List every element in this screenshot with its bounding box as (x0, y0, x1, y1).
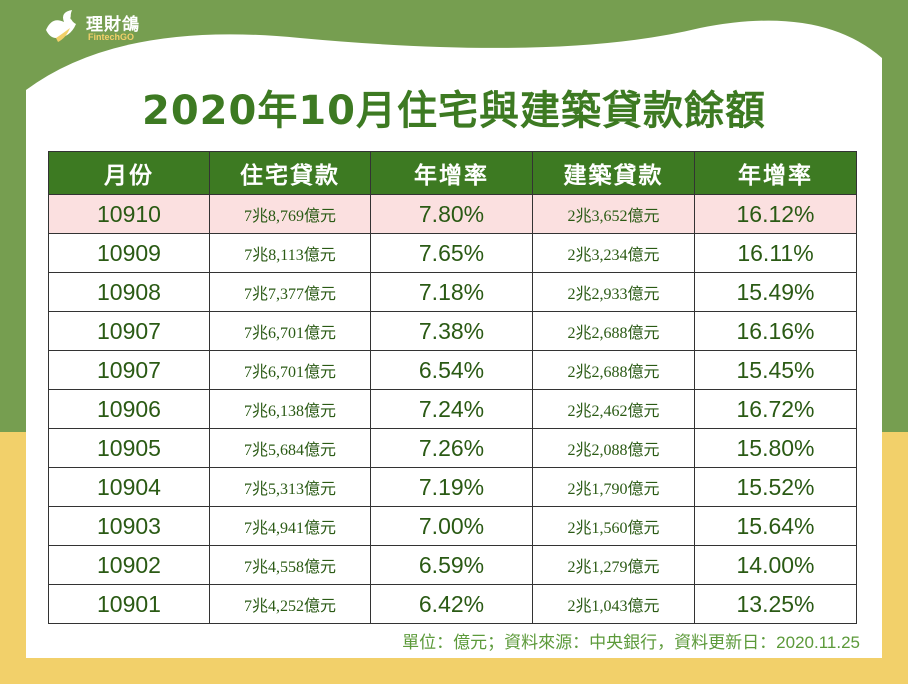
cell-build-loan: 2兆2,933億元 (532, 272, 695, 312)
cell-build-loan: 2兆3,234億元 (532, 233, 695, 273)
cell-build-loan: 2兆1,279億元 (532, 545, 695, 585)
table-row: 10908 7兆7,377億元 7.18% 2兆2,933億元 15.49% (48, 272, 857, 312)
cell-month: 10905 (48, 428, 210, 468)
cell-home-loan: 7兆4,558億元 (209, 545, 371, 585)
cell-build-loan: 2兆2,088億元 (532, 428, 695, 468)
cell-month: 10903 (48, 506, 210, 546)
table-row: 10902 7兆4,558億元 6.59% 2兆1,279億元 14.00% (48, 545, 857, 585)
cell-home-loan: 7兆7,377億元 (209, 272, 371, 312)
cell-build-rate: 13.25% (694, 584, 857, 624)
cell-build-loan: 2兆2,462億元 (532, 389, 695, 429)
cell-build-loan: 2兆1,560億元 (532, 506, 695, 546)
cell-build-rate: 15.80% (694, 428, 857, 468)
cell-home-loan: 7兆8,113億元 (209, 233, 371, 273)
table-row: 10906 7兆6,138億元 7.24% 2兆2,462億元 16.72% (48, 389, 857, 429)
cell-build-loan: 2兆1,790億元 (532, 467, 695, 507)
table-row: 10905 7兆5,684億元 7.26% 2兆2,088億元 15.80% (48, 428, 857, 468)
cell-home-rate: 7.26% (370, 428, 533, 468)
cell-build-rate: 16.72% (694, 389, 857, 429)
cell-home-loan: 7兆6,701億元 (209, 311, 371, 351)
cell-build-rate: 16.11% (694, 233, 857, 273)
cell-home-rate: 6.42% (370, 584, 533, 624)
cell-home-loan: 7兆4,941億元 (209, 506, 371, 546)
dove-icon (46, 10, 76, 42)
header-build-loan: 建築貸款 (532, 151, 695, 195)
cell-home-rate: 7.19% (370, 467, 533, 507)
cell-home-loan: 7兆6,138億元 (209, 389, 371, 429)
cell-build-rate: 15.52% (694, 467, 857, 507)
cell-home-loan: 7兆5,313億元 (209, 467, 371, 507)
cell-month: 10906 (48, 389, 210, 429)
cell-home-rate: 7.24% (370, 389, 533, 429)
cell-month: 10909 (48, 233, 210, 273)
table-row: 10907 7兆6,701億元 6.54% 2兆2,688億元 15.45% (48, 350, 857, 390)
cell-home-rate: 7.38% (370, 311, 533, 351)
cell-home-rate: 7.80% (370, 194, 533, 234)
brand-sub: FintechGO (88, 32, 135, 42)
table-row: 10903 7兆4,941億元 7.00% 2兆1,560億元 15.64% (48, 506, 857, 546)
cell-build-loan: 2兆2,688億元 (532, 350, 695, 390)
table-row: 10904 7兆5,313億元 7.19% 2兆1,790億元 15.52% (48, 467, 857, 507)
cell-build-rate: 16.16% (694, 311, 857, 351)
table-header-row: 月份 住宅貸款 年增率 建築貸款 年增率 (48, 151, 857, 195)
header-month: 月份 (48, 151, 210, 195)
cell-build-rate: 14.00% (694, 545, 857, 585)
brand-logo: 理財鴿 FintechGO (42, 6, 152, 50)
cell-home-loan: 7兆8,769億元 (209, 194, 371, 234)
loan-balance-table: 月份 住宅貸款 年增率 建築貸款 年增率 10910 7兆8,769億元 7.8… (48, 151, 857, 624)
cell-month: 10910 (48, 194, 210, 234)
brand-name: 理財鴿 (86, 15, 140, 35)
cell-home-rate: 6.54% (370, 350, 533, 390)
cell-month: 10901 (48, 584, 210, 624)
header-build-rate: 年增率 (694, 151, 857, 195)
cell-month: 10908 (48, 272, 210, 312)
cell-build-loan: 2兆2,688億元 (532, 311, 695, 351)
cell-home-loan: 7兆6,701億元 (209, 350, 371, 390)
cell-month: 10904 (48, 467, 210, 507)
cell-month: 10907 (48, 350, 210, 390)
cell-home-rate: 7.00% (370, 506, 533, 546)
cell-home-rate: 7.65% (370, 233, 533, 273)
cell-build-rate: 15.45% (694, 350, 857, 390)
cell-build-rate: 15.49% (694, 272, 857, 312)
table-row: 10910 7兆8,769億元 7.80% 2兆3,652億元 16.12% (48, 194, 857, 234)
table-row: 10901 7兆4,252億元 6.42% 2兆1,043億元 13.25% (48, 584, 857, 624)
table-row: 10907 7兆6,701億元 7.38% 2兆2,688億元 16.16% (48, 311, 857, 351)
cell-build-loan: 2兆3,652億元 (532, 194, 695, 234)
table-row: 10909 7兆8,113億元 7.65% 2兆3,234億元 16.11% (48, 233, 857, 273)
page-title: 2020年10月住宅與建築貸款餘額 (142, 88, 766, 134)
cell-build-loan: 2兆1,043億元 (532, 584, 695, 624)
source-note: 單位：億元；資料來源：中央銀行，資料更新日：2020.11.25 (402, 633, 860, 652)
cell-month: 10907 (48, 311, 210, 351)
cell-home-rate: 6.59% (370, 545, 533, 585)
cell-home-loan: 7兆4,252億元 (209, 584, 371, 624)
cell-month: 10902 (48, 545, 210, 585)
header-home-loan: 住宅貸款 (209, 151, 371, 195)
cell-home-rate: 7.18% (370, 272, 533, 312)
cell-home-loan: 7兆5,684億元 (209, 428, 371, 468)
header-home-rate: 年增率 (370, 151, 533, 195)
cell-build-rate: 16.12% (694, 194, 857, 234)
cell-build-rate: 15.64% (694, 506, 857, 546)
